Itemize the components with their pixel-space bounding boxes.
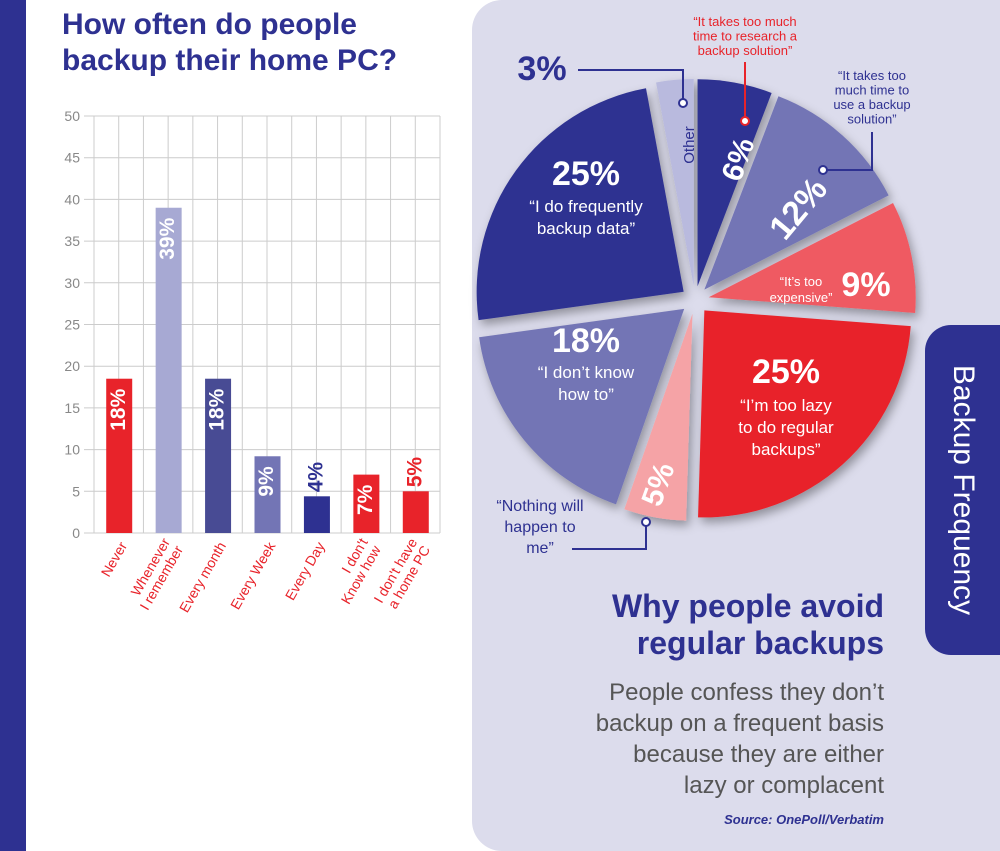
callout-dot bbox=[818, 165, 828, 175]
source-note: Source: OnePoll/Verbatim bbox=[724, 812, 884, 827]
callout-line bbox=[572, 525, 647, 550]
slice-text-label: how to” bbox=[558, 385, 614, 404]
category-label: Every Week bbox=[227, 538, 279, 612]
bar-value-label: 5% bbox=[403, 457, 426, 488]
callout-text: “It takes too bbox=[838, 68, 906, 83]
pie-slice bbox=[708, 202, 916, 314]
callout-line bbox=[578, 69, 684, 100]
pie-slice bbox=[476, 88, 684, 321]
slice-text-label: backups” bbox=[752, 440, 821, 459]
bar bbox=[353, 474, 380, 533]
slice-text-label: to do regular bbox=[738, 418, 834, 437]
slice-text-label: expensive” bbox=[770, 290, 833, 305]
y-tick-label: 50 bbox=[64, 108, 80, 124]
slice-text-label: Other bbox=[681, 126, 698, 164]
bar-chart-bars bbox=[106, 207, 429, 534]
slice-text-label: “It’s too bbox=[780, 274, 822, 289]
y-tick-label: 20 bbox=[64, 358, 80, 374]
slice-text-label: backup data” bbox=[537, 219, 636, 238]
bar bbox=[402, 491, 429, 533]
bar-value-label: 4% bbox=[304, 462, 327, 493]
pie-slice bbox=[479, 308, 685, 505]
callout-text: “It takes too much bbox=[693, 14, 796, 29]
callout-text: happen to bbox=[504, 519, 575, 536]
callout-text: use a backup bbox=[833, 97, 910, 112]
left-chart-title-line-1: How often do people bbox=[62, 8, 357, 41]
y-tick-label: 30 bbox=[64, 275, 80, 291]
pie-chart-slices bbox=[476, 79, 916, 521]
callout-text: solution” bbox=[847, 112, 896, 127]
side-tab-label: Backup Frequency bbox=[947, 365, 980, 615]
bar bbox=[303, 496, 330, 533]
bar-chart-value-labels: 18% 39% 18% 9% 4% 7% 5% bbox=[107, 217, 427, 515]
y-tick-label: 45 bbox=[64, 150, 80, 166]
slice-pct-label: 25% bbox=[752, 353, 820, 391]
pie-slice bbox=[698, 310, 911, 518]
bar-value-label: 7% bbox=[354, 484, 377, 515]
category-label-line: Every Week bbox=[227, 538, 279, 612]
y-tick-label: 35 bbox=[64, 233, 80, 249]
slice-pct-label: 9% bbox=[841, 266, 890, 304]
y-tick-label: 15 bbox=[64, 400, 80, 416]
bar bbox=[205, 378, 232, 533]
bar bbox=[106, 378, 133, 533]
callout-pct: 3% bbox=[517, 50, 566, 88]
pie-slice bbox=[624, 313, 693, 521]
category-label-line: Never bbox=[98, 539, 131, 580]
y-tick-label: 40 bbox=[64, 191, 80, 207]
right-body-line-4: lazy or complacent bbox=[684, 772, 884, 799]
slice-pct-label: 25% bbox=[552, 155, 620, 193]
y-tick-label: 0 bbox=[72, 525, 80, 541]
slice-pct-label: 18% bbox=[552, 322, 620, 360]
callout-dot bbox=[678, 98, 688, 108]
callout-text: “Nothing will bbox=[496, 498, 583, 515]
bar bbox=[155, 207, 182, 534]
callout-dot bbox=[740, 116, 750, 126]
callout-text: much time to bbox=[835, 83, 909, 98]
side-tab bbox=[925, 325, 1000, 655]
bar-value-label: 39% bbox=[156, 217, 179, 259]
right-body-line-3: because they are either bbox=[633, 741, 884, 768]
y-tick-label: 25 bbox=[64, 317, 80, 333]
callout-dot bbox=[641, 517, 651, 527]
bar-value-label: 18% bbox=[206, 388, 229, 430]
slice-text-label: “I’m too lazy bbox=[740, 396, 832, 415]
pie-slice bbox=[697, 79, 772, 287]
right-body-line-2: backup on a frequent basis bbox=[596, 710, 884, 737]
callout-line bbox=[826, 132, 873, 171]
pie-slice bbox=[656, 79, 694, 287]
category-label: Never bbox=[98, 539, 131, 580]
bar-chart-grid bbox=[84, 115, 441, 534]
slice-text-label: “I do frequently bbox=[529, 197, 643, 216]
pie-slice bbox=[704, 96, 889, 290]
right-body-line-1: People confess they don’t bbox=[609, 679, 884, 706]
callout-text: backup solution” bbox=[698, 43, 793, 58]
callout-text: time to research a bbox=[693, 29, 798, 44]
bar-value-label: 9% bbox=[255, 466, 278, 497]
slice-text-label: “I don’t know bbox=[538, 363, 635, 382]
right-title-line-1: Why people avoid bbox=[612, 588, 884, 624]
bar-chart-y-ticks: 0 5 10 15 20 25 30 35 40 45 50 bbox=[64, 108, 80, 541]
y-tick-label: 5 bbox=[72, 483, 80, 499]
category-label: Every Day bbox=[282, 539, 328, 603]
category-label-line: Every Day bbox=[282, 539, 328, 603]
right-title-line-2: regular backups bbox=[637, 625, 884, 661]
callout-text: me” bbox=[526, 540, 554, 557]
bar bbox=[254, 456, 281, 533]
y-tick-label: 10 bbox=[64, 442, 80, 458]
bar-value-label: 18% bbox=[107, 388, 130, 430]
left-chart-title-line-2: backup their home PC? bbox=[62, 44, 397, 77]
